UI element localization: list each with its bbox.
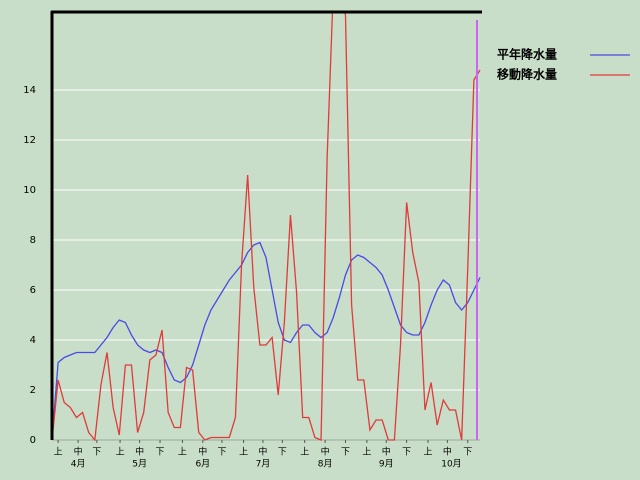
y-tick-label: 10 [23, 185, 36, 196]
month-label: 5月 [132, 459, 147, 470]
x-tick-label: 中 [74, 446, 83, 458]
series-line [52, 12, 481, 441]
x-tick-label: 中 [443, 446, 452, 458]
x-tick-label: 中 [135, 446, 144, 458]
month-label: 4月 [71, 459, 86, 470]
x-tick-label: 中 [258, 446, 267, 458]
legend-label: 平年降水量 [497, 47, 557, 62]
y-tick-label: 14 [23, 85, 36, 96]
y-tick-label: 8 [30, 235, 36, 246]
month-label: 6月 [195, 459, 210, 470]
x-tick-label: 上 [300, 447, 309, 458]
x-tick-label: 上 [239, 447, 248, 458]
x-tick-label: 上 [178, 447, 187, 458]
y-tick-label: 12 [23, 135, 36, 146]
legend-label: 移動降水量 [497, 67, 557, 82]
x-tick-label: 上 [362, 447, 371, 458]
y-tick-label: 6 [30, 285, 36, 296]
month-label: 7月 [256, 459, 271, 470]
month-label: 10月 [441, 459, 461, 470]
x-tick-label: 下 [463, 448, 472, 458]
month-label: 9月 [379, 459, 394, 470]
x-tick-label: 中 [321, 446, 330, 458]
x-tick-label: 下 [217, 448, 226, 458]
x-tick-label: 下 [341, 448, 350, 458]
y-tick-label: 0 [30, 435, 36, 446]
x-tick-label: 中 [382, 446, 391, 458]
month-label: 8月 [318, 459, 333, 470]
series-line [52, 241, 481, 441]
x-tick-label: 下 [402, 448, 411, 458]
y-tick-label: 4 [30, 335, 36, 346]
x-tick-label: 上 [424, 447, 433, 458]
x-tick-label: 下 [156, 448, 165, 458]
x-tick-label: 下 [278, 448, 287, 458]
x-tick-label: 上 [54, 447, 63, 458]
y-tick-label: 2 [30, 385, 36, 396]
x-tick-label: 中 [198, 446, 207, 458]
x-tick-label: 下 [92, 448, 101, 458]
x-tick-label: 上 [116, 447, 125, 458]
